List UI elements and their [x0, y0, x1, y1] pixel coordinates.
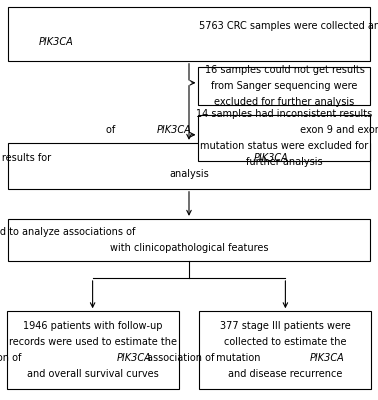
Text: mutation: mutation: [213, 353, 261, 363]
Text: further analysis: further analysis: [246, 157, 323, 167]
Text: mutation status were excluded for: mutation status were excluded for: [200, 141, 369, 151]
Text: association of: association of: [147, 353, 217, 363]
Bar: [8, 7, 370, 61]
Bar: [8, 143, 370, 189]
Text: exon 9 and exon 20: exon 9 and exon 20: [297, 125, 378, 135]
Text: analysis: analysis: [169, 169, 209, 179]
Bar: [6, 311, 179, 389]
Text: 5733 samples had consistent results for: 5733 samples had consistent results for: [0, 153, 55, 163]
Text: PIK3CA: PIK3CA: [254, 153, 289, 163]
Bar: [198, 67, 370, 105]
Text: 16 samples could not get results: 16 samples could not get results: [204, 65, 364, 75]
Text: 1946 patients with follow-up: 1946 patients with follow-up: [23, 321, 163, 331]
Text: Study population used to analyze associations of: Study population used to analyze associa…: [0, 227, 138, 237]
Text: and overall survival curves: and overall survival curves: [27, 369, 158, 379]
Text: with clinicopathological features: with clinicopathological features: [110, 243, 268, 253]
Text: collected to estimate the: collected to estimate the: [224, 337, 347, 347]
Text: 14 samples had inconsistent results: 14 samples had inconsistent results: [196, 109, 373, 119]
Text: 377 stage III patients were: 377 stage III patients were: [220, 321, 351, 331]
Text: 5763 CRC samples were collected and tested:: 5763 CRC samples were collected and test…: [198, 21, 378, 31]
Text: of: of: [106, 125, 119, 135]
Text: from Sanger sequencing were: from Sanger sequencing were: [211, 81, 358, 91]
Text: records were used to estimate the: records were used to estimate the: [9, 337, 177, 347]
Text: PIK3CA: PIK3CA: [116, 353, 151, 363]
Text: PIK3CA: PIK3CA: [157, 125, 192, 135]
Bar: [8, 219, 370, 261]
Bar: [198, 115, 370, 161]
Bar: [200, 311, 371, 389]
Text: PIK3CA: PIK3CA: [309, 353, 344, 363]
Text: association of: association of: [0, 353, 25, 363]
Text: and disease recurrence: and disease recurrence: [228, 369, 342, 379]
Text: excluded for further analysis: excluded for further analysis: [214, 97, 355, 107]
Text: PIK3CA: PIK3CA: [39, 37, 74, 47]
